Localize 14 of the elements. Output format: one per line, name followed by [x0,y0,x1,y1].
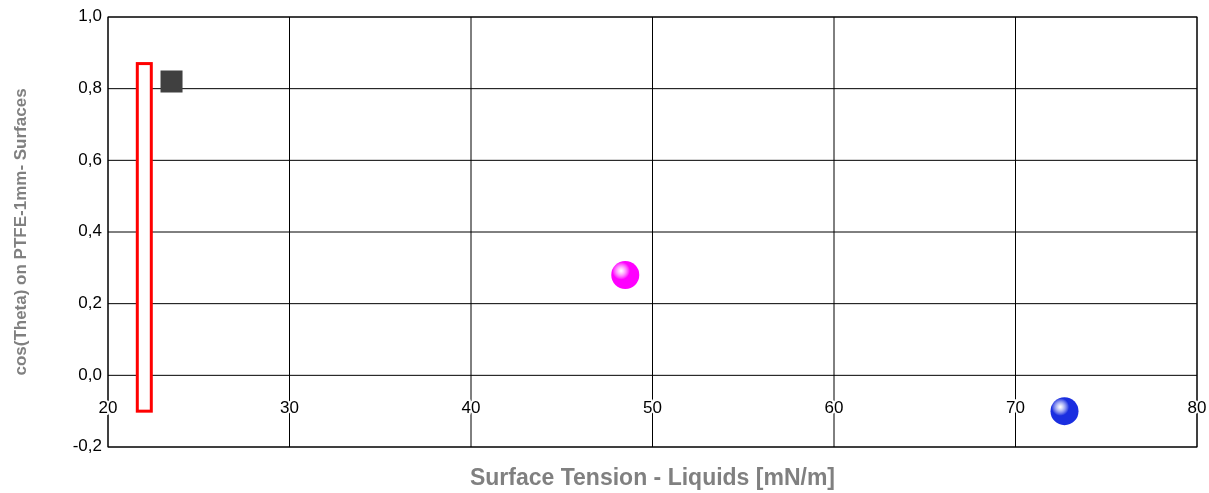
point [611,261,640,289]
point [1050,397,1079,426]
y-tick-label: 0,6 [78,149,102,169]
y-tick-label: -0,2 [72,436,102,456]
point [160,70,183,93]
y-axis-title: cos(Theta) on PTFE-1mm- Surfaces [11,88,30,376]
x-tick-label: 60 [824,398,844,418]
y-tick-label: 1,0 [78,6,102,26]
x-tick-label: 40 [461,398,481,418]
y-tick-label: 0,2 [78,293,102,313]
y-tick-label: 0,8 [78,78,102,98]
x-axis-title: Surface Tension - Liquids [mN/m] [469,464,836,490]
y-tick-label: 0,4 [78,221,102,241]
y-tick-label: 0,0 [78,364,102,384]
